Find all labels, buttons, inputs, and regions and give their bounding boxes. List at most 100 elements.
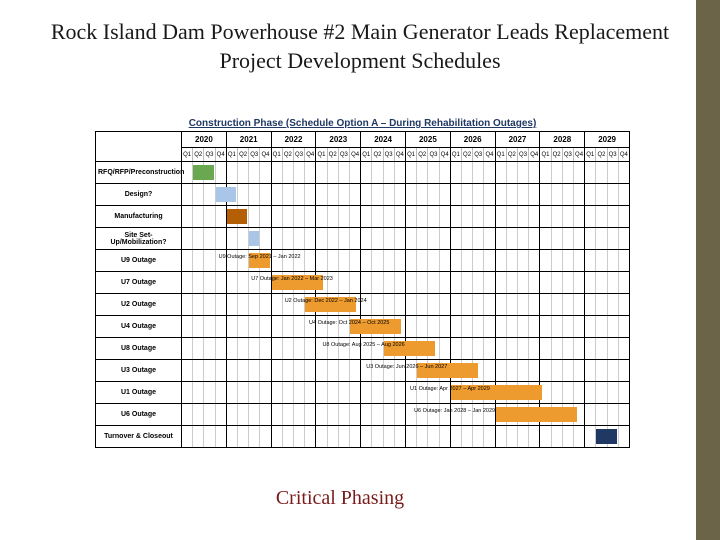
gantt-cell <box>293 338 304 360</box>
gantt-cell <box>529 404 540 426</box>
gantt-cell <box>237 228 248 250</box>
gantt-cell <box>305 162 316 184</box>
gantt-cell <box>428 316 439 338</box>
quarter-header: Q2 <box>461 148 472 162</box>
gantt-cell <box>316 338 327 360</box>
quarter-header: Q2 <box>237 148 248 162</box>
gantt-cell <box>540 426 551 448</box>
quarter-header: Q4 <box>529 148 540 162</box>
gantt-row: RFQ/RFP/Preconstruction <box>96 162 630 184</box>
gantt-cell <box>293 360 304 382</box>
gantt-cell <box>237 316 248 338</box>
gantt-cell <box>260 338 271 360</box>
gantt-cell <box>562 250 573 272</box>
gantt-cell <box>417 426 428 448</box>
gantt-cell <box>607 294 618 316</box>
gantt-cell <box>473 360 484 382</box>
gantt-cell <box>461 360 472 382</box>
gantt-cell <box>349 228 360 250</box>
quarter-header: Q4 <box>573 148 584 162</box>
gantt-cell <box>193 272 204 294</box>
gantt-cell <box>361 184 372 206</box>
gantt-cell <box>361 360 372 382</box>
gantt-cell <box>349 162 360 184</box>
gantt-cell <box>461 162 472 184</box>
gantt-cell <box>182 184 193 206</box>
gantt-cell <box>260 316 271 338</box>
gantt-cell <box>327 250 338 272</box>
gantt-cell <box>394 382 405 404</box>
gantt-cell <box>506 294 517 316</box>
quarter-header: Q2 <box>551 148 562 162</box>
gantt-cell <box>282 184 293 206</box>
gantt-cell <box>562 272 573 294</box>
gantt-cell <box>383 228 394 250</box>
gantt-cell <box>193 360 204 382</box>
gantt-cell <box>618 382 629 404</box>
gantt-cell <box>193 338 204 360</box>
gantt-cell <box>562 360 573 382</box>
gantt-cell <box>338 272 349 294</box>
gantt-cell <box>260 184 271 206</box>
gantt-cell <box>305 382 316 404</box>
gantt-cell <box>585 316 596 338</box>
gantt-cell <box>405 404 416 426</box>
gantt-row: Turnover & Closeout <box>96 426 630 448</box>
gantt-cell <box>562 382 573 404</box>
gantt-cell <box>618 162 629 184</box>
year-header: 2020 <box>182 132 227 148</box>
gantt-cell <box>316 228 327 250</box>
gantt-cell <box>596 184 607 206</box>
gantt-cell <box>271 360 282 382</box>
quarter-header: Q4 <box>394 148 405 162</box>
gantt-cell <box>551 382 562 404</box>
gantt-cell <box>282 250 293 272</box>
gantt-cell <box>506 426 517 448</box>
gantt-cell <box>405 382 416 404</box>
gantt-cell <box>193 294 204 316</box>
gantt-cell <box>562 294 573 316</box>
gantt-cell <box>585 184 596 206</box>
gantt-cell <box>305 316 316 338</box>
gantt-cell <box>517 250 528 272</box>
quarter-header: Q3 <box>517 148 528 162</box>
gantt-cell <box>204 162 215 184</box>
gantt-cell <box>226 250 237 272</box>
gantt-cell <box>316 206 327 228</box>
gantt-cell <box>517 382 528 404</box>
gantt-cell <box>282 426 293 448</box>
gantt-cell <box>394 272 405 294</box>
gantt-cell <box>394 338 405 360</box>
gantt-cell <box>573 404 584 426</box>
gantt-row: Site Set-Up/Mobilization? <box>96 228 630 250</box>
gantt-cell <box>573 206 584 228</box>
gantt-cell <box>529 206 540 228</box>
gantt-cell <box>394 250 405 272</box>
gantt-cell <box>349 206 360 228</box>
page-title: Rock Island Dam Powerhouse #2 Main Gener… <box>40 18 680 75</box>
gantt-cell <box>439 338 450 360</box>
gantt-cell <box>282 206 293 228</box>
gantt-cell <box>417 162 428 184</box>
gantt-cell <box>305 404 316 426</box>
gantt-cell <box>428 338 439 360</box>
row-label: U4 Outage <box>96 316 182 338</box>
gantt-cell <box>394 184 405 206</box>
gantt-cell <box>249 162 260 184</box>
gantt-cell <box>573 184 584 206</box>
gantt-cell <box>316 360 327 382</box>
gantt-cell <box>618 316 629 338</box>
gantt-cell <box>461 250 472 272</box>
gantt-cell: U2 Outage: Dec 2022 – Jan 2024 <box>305 294 316 316</box>
gantt-cell <box>193 162 204 184</box>
gantt-cell <box>473 250 484 272</box>
gantt-row: U7 OutageU7 Outage: Jan 2022 – Mar 2023 <box>96 272 630 294</box>
gantt-cell <box>517 228 528 250</box>
gantt-cell <box>204 294 215 316</box>
gantt-cell <box>271 162 282 184</box>
quarter-header: Q3 <box>607 148 618 162</box>
gantt-cell <box>529 360 540 382</box>
gantt-cell <box>293 426 304 448</box>
gantt-cell <box>271 338 282 360</box>
gantt-cell <box>293 316 304 338</box>
